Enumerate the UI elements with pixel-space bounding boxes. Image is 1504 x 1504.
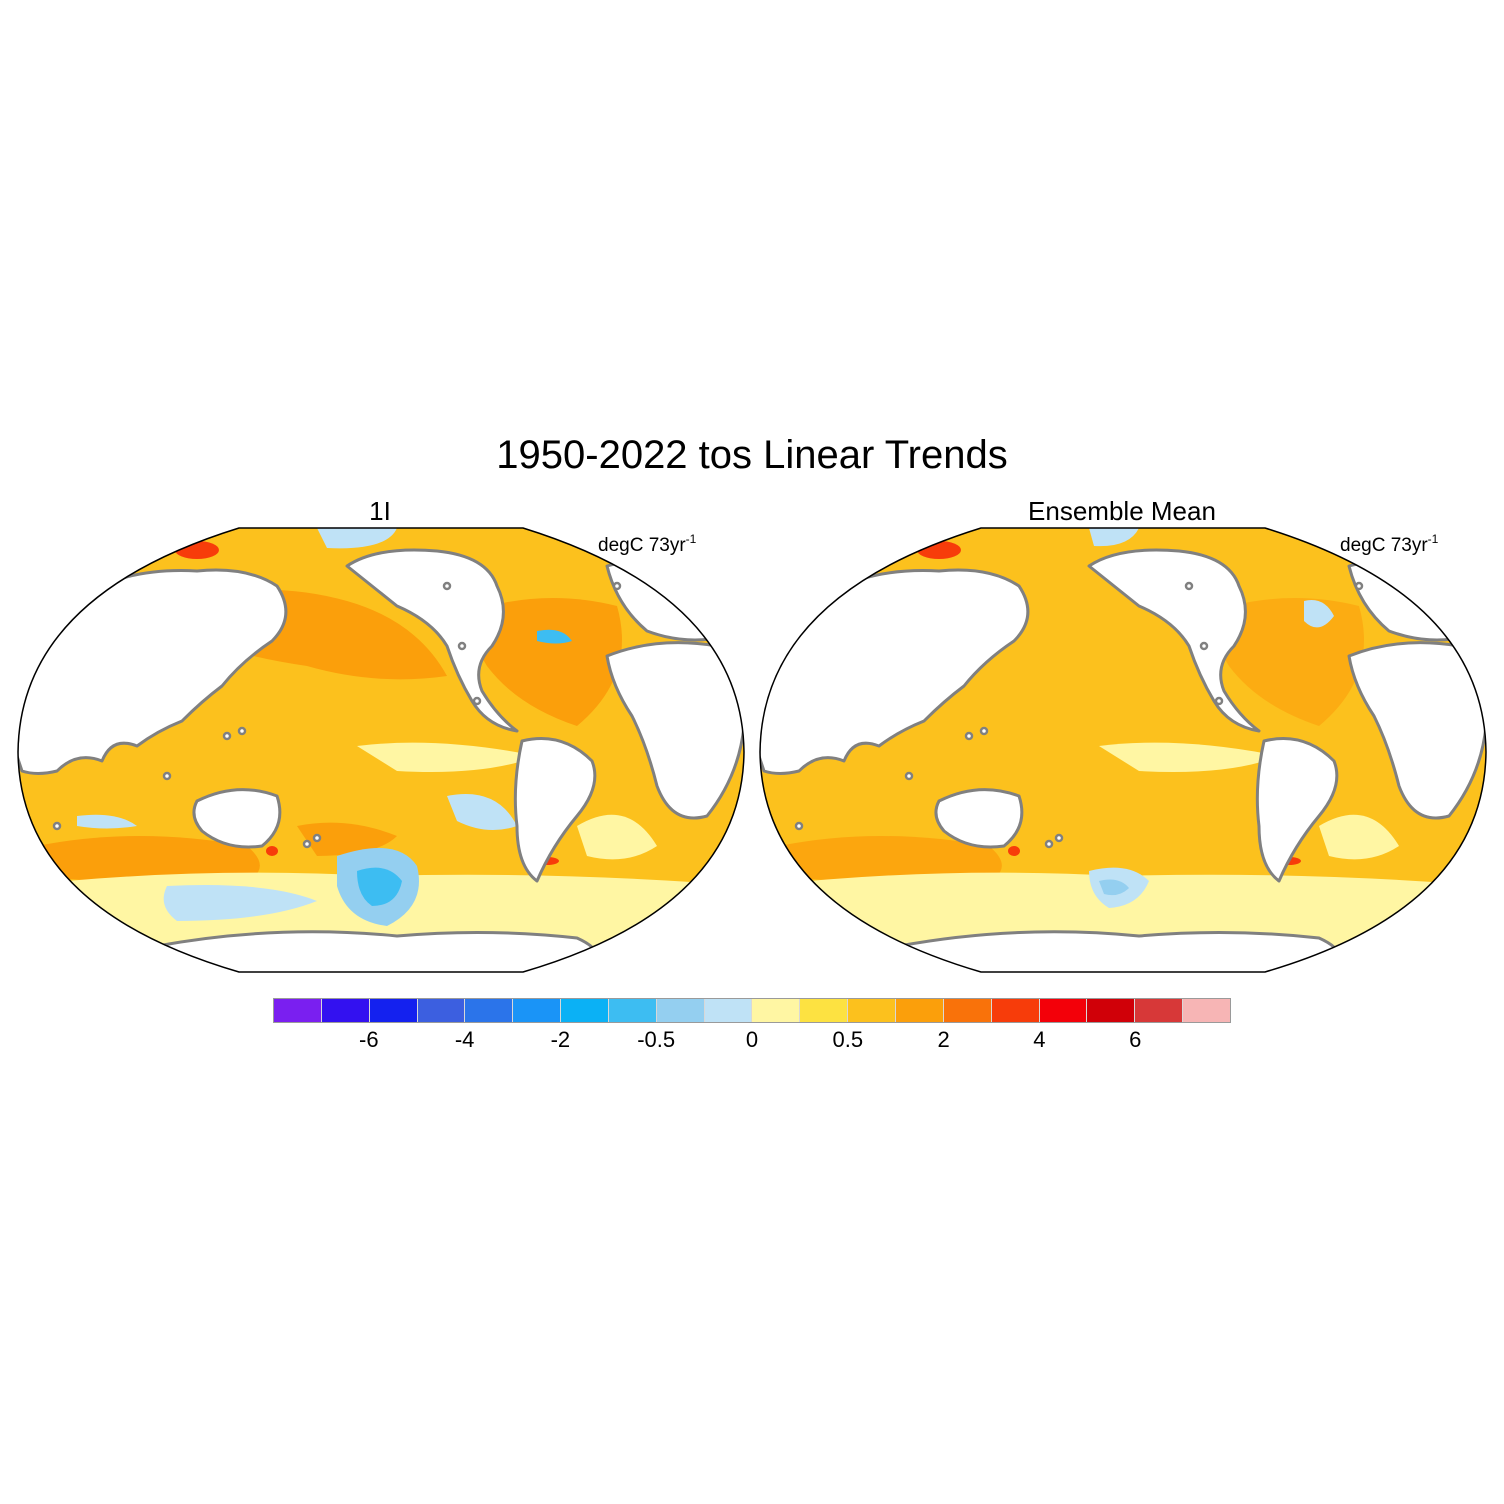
hot-spot: [266, 846, 278, 856]
hot-spot: [175, 541, 219, 559]
colorbar-tick-label: -2: [550, 1027, 571, 1052]
equatorial-pale-band: [1099, 742, 1279, 772]
island: [1199, 641, 1209, 651]
island: [162, 771, 172, 781]
land-mass: [934, 788, 1024, 849]
island: [1044, 839, 1054, 849]
units-label-left: degC 73yr-1: [598, 532, 697, 556]
cooling-core: [537, 629, 572, 644]
map-panel-left: [17, 527, 745, 973]
cooling-region: [317, 528, 397, 549]
south-atlantic-pale-patch: [1319, 814, 1399, 860]
colorbar-tick-label: 4: [1033, 1027, 1046, 1052]
island: [964, 731, 974, 741]
colorbar-tick-label: -6: [359, 1027, 379, 1052]
cooling-region: [1089, 528, 1139, 547]
island: [302, 839, 312, 849]
island: [1354, 581, 1364, 591]
island: [904, 771, 914, 781]
island: [312, 833, 322, 843]
colorbar-swatch: [321, 999, 370, 1022]
island: [1214, 696, 1224, 706]
colorbar-tick-label: 0.5: [832, 1027, 864, 1052]
island: [237, 726, 247, 736]
colorbar-tick-label: -0.5: [637, 1027, 676, 1052]
colorbar: [273, 998, 1231, 1023]
colorbar-tick-label: 6: [1129, 1027, 1142, 1052]
colorbar-swatch: [848, 999, 896, 1022]
island: [1184, 581, 1194, 591]
land-mass: [345, 548, 519, 733]
warming-region: [297, 822, 397, 856]
colorbar-swatch: [369, 999, 418, 1022]
colorbar-swatch: [608, 999, 657, 1022]
map-border: [17, 527, 745, 973]
colorbar-tick-label: 2: [937, 1027, 950, 1052]
land-mass: [1087, 548, 1261, 733]
colorbar-swatch: [656, 999, 705, 1022]
island: [222, 731, 232, 741]
island: [979, 726, 989, 736]
island: [442, 581, 452, 591]
cooling-region: [447, 794, 517, 830]
cooling-core: [1099, 879, 1129, 896]
island: [794, 821, 804, 831]
map-border: [759, 527, 1487, 973]
land-mass: [1255, 737, 1339, 883]
colorbar-swatch: [943, 999, 992, 1022]
island: [457, 641, 467, 651]
island: [612, 581, 622, 591]
island: [472, 696, 482, 706]
colorbar-swatch: [1039, 999, 1088, 1022]
colorbar-swatch: [513, 999, 562, 1022]
colorbar-swatch: [274, 999, 322, 1022]
colorbar-swatch: [800, 999, 849, 1022]
colorbar-swatch: [1087, 999, 1136, 1022]
units-label-right: degC 73yr-1: [1340, 532, 1439, 556]
map-content: [18, 528, 744, 972]
colorbar-swatch: [752, 999, 801, 1022]
colorbar-swatch: [895, 999, 944, 1022]
colorbar-swatch: [991, 999, 1040, 1022]
island: [52, 821, 62, 831]
colorbar-tick-label: -4: [454, 1027, 475, 1052]
colorbar-swatch: [1183, 999, 1230, 1022]
colorbar-tick-label: 0: [745, 1027, 759, 1052]
colorbar-swatch: [465, 999, 514, 1022]
south-atlantic-pale-patch: [577, 814, 657, 860]
cooling-region: [163, 885, 317, 921]
cooling-region: [1304, 600, 1334, 628]
figure-title: 1950-2022 tos Linear Trends: [496, 433, 1008, 477]
panel-title-left: 1I: [369, 496, 391, 526]
colorbar-swatch: [704, 999, 753, 1022]
map-content: [760, 528, 1486, 972]
equatorial-pale-band: [357, 742, 537, 772]
land-mass: [192, 788, 282, 849]
hot-spot: [1008, 846, 1020, 856]
colorbar-swatch: [561, 999, 609, 1022]
colorbar-swatch: [1135, 999, 1184, 1022]
hot-spot: [917, 541, 961, 559]
island: [1054, 833, 1064, 843]
panel-title-right: Ensemble Mean: [1028, 496, 1216, 526]
land-mass: [513, 737, 597, 883]
colorbar-swatch: [417, 999, 466, 1022]
cooling-core: [357, 867, 402, 906]
map-panel-right: [759, 527, 1487, 973]
cooling-region: [77, 814, 137, 829]
